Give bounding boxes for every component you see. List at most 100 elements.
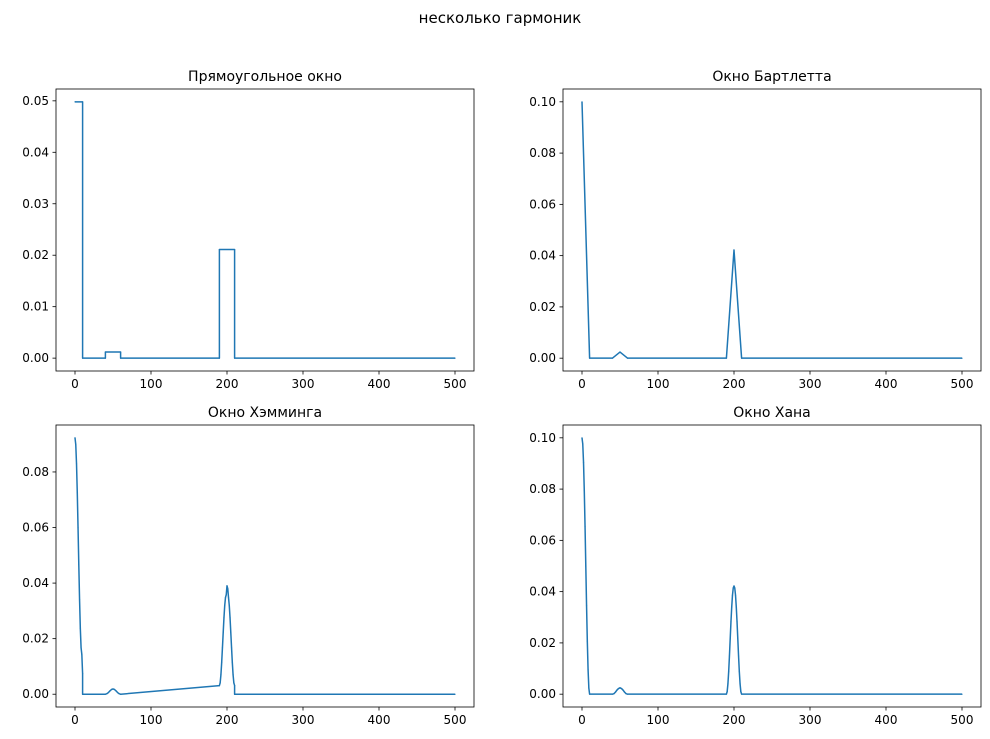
y-tick-label: 0.02 [22,632,49,646]
data-point [82,673,84,675]
data-point [218,685,220,687]
data-point [627,693,629,695]
data-point [104,351,106,353]
data-point [75,443,77,446]
data-point [79,627,81,629]
x-tick-label: 500 [951,713,974,727]
y-tick-label: 0.00 [529,687,556,701]
data-point [616,689,618,691]
x-tick-label: 300 [292,713,315,727]
data-point [221,661,223,664]
data-point [588,687,590,689]
data-point [115,690,117,692]
data-point [224,604,226,607]
data-point [728,655,731,657]
y-tick-label: 0.02 [529,300,556,314]
data-point [227,596,230,599]
data-point [78,564,80,566]
data-point [733,585,735,587]
x-tick-label: 500 [444,713,467,727]
data-point [581,437,583,439]
x-tick-label: 200 [723,713,746,727]
data-point [583,490,585,492]
y-tick-label: 0.08 [529,482,556,496]
y-tick-label: 0.01 [22,300,49,314]
data-point [622,689,624,691]
data-point [229,617,231,619]
y-tick-label: 0.00 [22,687,49,701]
data-point [584,525,586,527]
x-tick-label: 200 [216,377,239,391]
data-point [736,621,738,623]
subplot-1: Прямоугольное окно 0 100 200 300 400 500 0.00 0.… [22,69,475,391]
x-tick-label: 500 [444,377,467,391]
data-point [738,671,740,673]
y-tick-label: 0.10 [529,95,556,109]
data-point [104,693,106,695]
data-point [110,688,113,691]
series-line [581,437,962,695]
subplot-4: Окно Хана 0 100 200 300 400 500 0.00 0.02 0.04 0.0… [529,405,982,727]
series-line [581,101,962,359]
data-point [734,587,736,589]
data-point [75,463,78,465]
data-point [454,693,456,695]
x-tick-label: 0 [578,713,586,727]
data-point [120,357,122,359]
data-point [737,638,739,640]
data-point [729,638,731,640]
x-tick-label: 300 [799,713,822,727]
y-tick-label: 0.05 [22,94,49,108]
data-point [76,492,78,494]
subplot-title: Окно Хэмминга [208,405,322,421]
data-point [78,598,81,601]
data-point [234,693,236,695]
data-point [740,691,742,693]
subplot-grid: Прямоугольное окно 0 100 200 300 400 500 0.00 0.… [22,69,982,727]
data-point [231,661,233,664]
data-point [627,357,629,359]
data-point [725,357,728,359]
data-point [739,683,741,685]
data-point [230,647,233,649]
data-point [589,357,591,359]
data-point [611,357,614,359]
data-point [228,604,230,607]
data-point [234,685,236,687]
data-point [226,585,228,587]
data-point [734,594,737,596]
data-point [118,693,120,695]
axes-frame [562,88,982,372]
data-point [585,565,587,567]
x-tick-label: 0 [71,713,79,727]
data-point [113,688,116,691]
data-point [222,631,224,634]
data-point [619,351,621,353]
x-tick-label: 500 [951,377,974,391]
data-point [77,527,79,529]
x-tick-label: 100 [140,713,163,727]
data-point [221,647,224,649]
data-point [961,693,963,695]
x-tick-label: 100 [140,377,163,391]
data-point [589,693,591,695]
y-tick-label: 0.04 [529,249,556,263]
data-point [961,357,963,359]
x-tick-label: 400 [368,713,391,727]
series-line [74,437,455,695]
data-point [586,640,588,642]
y-tick-label: 0.08 [529,146,556,160]
data-point [82,693,84,695]
data-point [224,596,227,599]
x-tick-label: 100 [647,713,670,727]
data-point [611,693,614,695]
y-tick-label: 0.06 [529,197,556,211]
data-point [625,693,627,695]
data-point [730,621,732,623]
data-point [614,691,617,693]
data-point [732,587,734,589]
data-point [107,691,110,694]
data-point [218,248,220,251]
data-point [582,461,585,463]
y-tick-label: 0.00 [22,351,49,365]
